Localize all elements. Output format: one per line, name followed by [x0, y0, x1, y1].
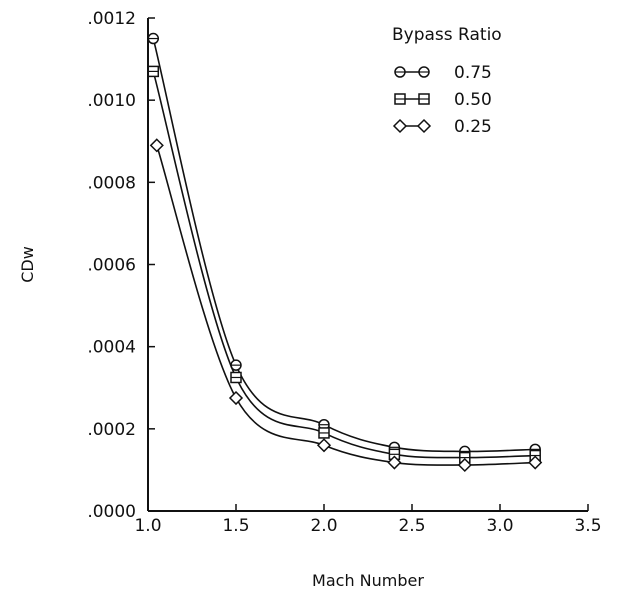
data-point-diamond [457, 457, 472, 473]
legend-item: 0.75 [394, 63, 492, 83]
data-point-square [318, 427, 330, 439]
y-tick-label: .0002 [87, 420, 136, 440]
y-tick-label: .0006 [87, 256, 136, 276]
x-tick-label: 2.0 [310, 516, 337, 536]
data-point-diamond [149, 138, 164, 153]
y-tick-label: .0010 [87, 91, 136, 111]
legend-label: 0.25 [454, 117, 492, 137]
y-axis-title: CDw [18, 246, 37, 283]
data-point-square [147, 65, 160, 78]
y-tick-label: .0000 [87, 502, 136, 522]
series-0.50 [147, 65, 541, 464]
series-0.25 [149, 138, 543, 473]
legend-title: Bypass Ratio [392, 25, 502, 45]
legend-marker-circle [418, 66, 430, 78]
axes [147, 18, 588, 512]
data-point-diamond [528, 455, 543, 470]
x-tick-label: 2.5 [398, 516, 425, 536]
y-tick-label: .0008 [87, 173, 136, 193]
x-tick-label: 3.0 [486, 516, 513, 536]
series [147, 32, 543, 473]
legend-item: 0.50 [394, 90, 492, 110]
legend-marker-square [418, 93, 430, 105]
legend-marker-diamond [416, 118, 432, 134]
data-point-diamond [387, 455, 402, 470]
x-tick-label: 1.5 [222, 516, 249, 536]
legend: Bypass Ratio 0.75 0.50 0.25 [392, 25, 502, 137]
data-point-diamond [228, 390, 244, 406]
y-tick-label: .0012 [87, 9, 136, 29]
legend-marker-square [394, 93, 406, 105]
legend-label: 0.75 [454, 63, 492, 83]
x-axis-title: Mach Number [312, 571, 424, 590]
legend-item: 0.25 [392, 117, 492, 137]
data-point-circle [147, 32, 160, 45]
y-tick-label: .0004 [87, 338, 136, 358]
x-tick-label: 3.5 [574, 516, 601, 536]
legend-label: 0.50 [454, 90, 492, 110]
legend-marker-diamond [392, 118, 408, 134]
legend-marker-circle [394, 66, 406, 78]
series-line [156, 145, 536, 466]
data-point-diamond [316, 438, 332, 453]
x-tick-label: 1.0 [134, 516, 161, 536]
ticks: 1.0 1.5 2.0 2.5 3.0 3.5 .0000 .0002 .0004 .0006 .0… [87, 9, 601, 536]
data-point-square [230, 371, 242, 384]
